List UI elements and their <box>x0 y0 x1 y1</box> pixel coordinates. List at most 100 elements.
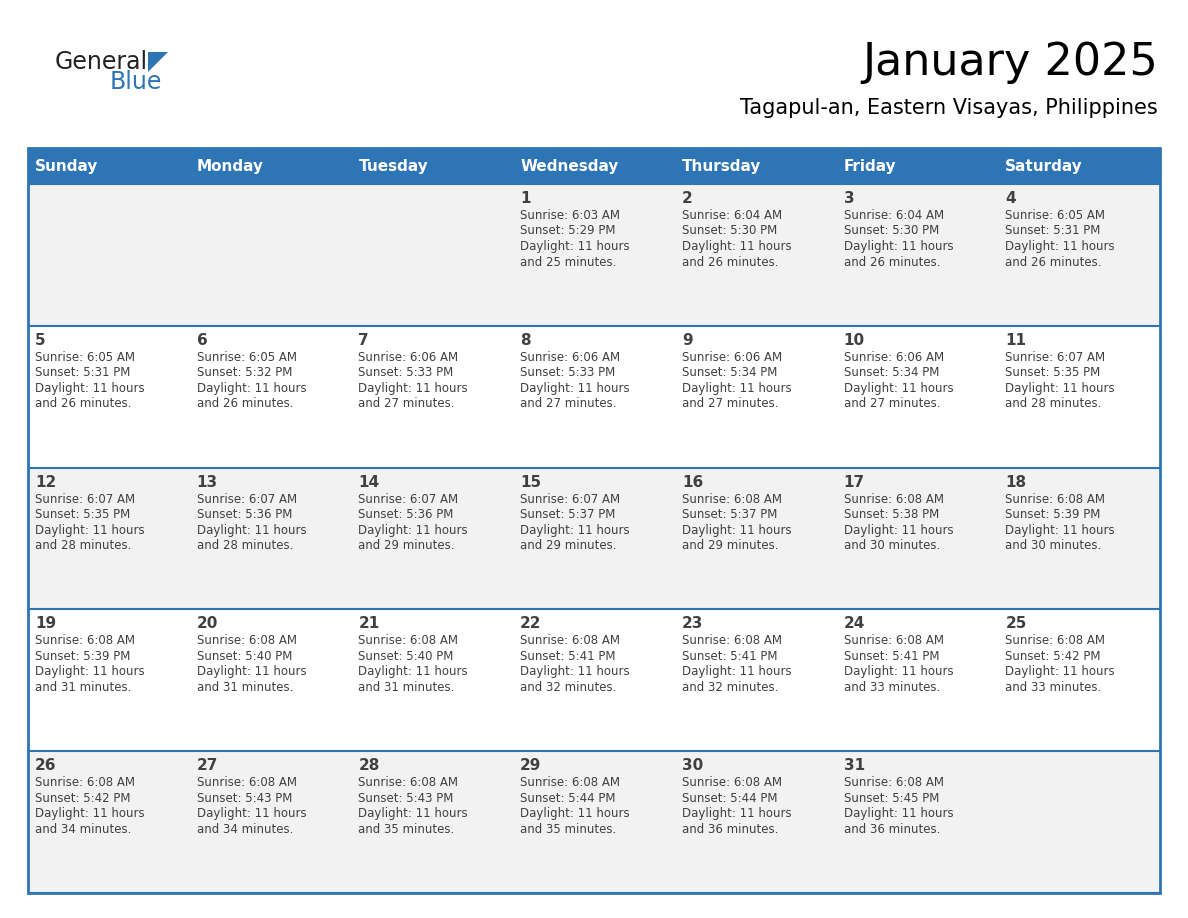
Text: and 28 minutes.: and 28 minutes. <box>197 539 293 552</box>
Text: 12: 12 <box>34 475 56 489</box>
Text: Daylight: 11 hours: Daylight: 11 hours <box>682 523 791 537</box>
Text: Sunrise: 6:08 AM: Sunrise: 6:08 AM <box>1005 493 1105 506</box>
Text: Sunrise: 6:08 AM: Sunrise: 6:08 AM <box>682 634 782 647</box>
Text: Daylight: 11 hours: Daylight: 11 hours <box>197 807 307 820</box>
Text: and 26 minutes.: and 26 minutes. <box>34 397 132 410</box>
Text: and 30 minutes.: and 30 minutes. <box>843 539 940 552</box>
Text: and 31 minutes.: and 31 minutes. <box>359 681 455 694</box>
Bar <box>29 148 1159 184</box>
Text: January 2025: January 2025 <box>862 40 1158 84</box>
Text: and 28 minutes.: and 28 minutes. <box>1005 397 1101 410</box>
Text: 2: 2 <box>682 191 693 206</box>
Text: 21: 21 <box>359 616 380 632</box>
Text: Daylight: 11 hours: Daylight: 11 hours <box>682 240 791 253</box>
Text: Daylight: 11 hours: Daylight: 11 hours <box>197 666 307 678</box>
Text: and 31 minutes.: and 31 minutes. <box>34 681 132 694</box>
Text: and 30 minutes.: and 30 minutes. <box>1005 539 1101 552</box>
Text: Daylight: 11 hours: Daylight: 11 hours <box>34 807 145 820</box>
Text: 30: 30 <box>682 758 703 773</box>
Text: and 32 minutes.: and 32 minutes. <box>682 681 778 694</box>
Bar <box>29 610 190 751</box>
Text: Sunset: 5:31 PM: Sunset: 5:31 PM <box>1005 225 1100 238</box>
Text: Daylight: 11 hours: Daylight: 11 hours <box>843 382 953 395</box>
Bar <box>675 751 836 893</box>
Bar <box>352 184 513 326</box>
Text: 9: 9 <box>682 333 693 348</box>
Text: Sunset: 5:30 PM: Sunset: 5:30 PM <box>682 225 777 238</box>
Text: Sunset: 5:35 PM: Sunset: 5:35 PM <box>34 508 131 521</box>
Text: 17: 17 <box>843 475 865 489</box>
Bar <box>190 184 352 326</box>
Text: Sunset: 5:40 PM: Sunset: 5:40 PM <box>359 650 454 663</box>
Bar <box>675 184 836 326</box>
Text: Sunset: 5:43 PM: Sunset: 5:43 PM <box>197 791 292 805</box>
Text: Daylight: 11 hours: Daylight: 11 hours <box>843 523 953 537</box>
Text: Sunrise: 6:07 AM: Sunrise: 6:07 AM <box>520 493 620 506</box>
Text: 15: 15 <box>520 475 542 489</box>
Text: Sunrise: 6:06 AM: Sunrise: 6:06 AM <box>843 351 943 364</box>
Text: Sunset: 5:42 PM: Sunset: 5:42 PM <box>1005 650 1101 663</box>
Bar <box>836 326 998 467</box>
Text: and 29 minutes.: and 29 minutes. <box>682 539 778 552</box>
Text: and 35 minutes.: and 35 minutes. <box>359 823 455 835</box>
Text: Daylight: 11 hours: Daylight: 11 hours <box>1005 666 1114 678</box>
Text: 24: 24 <box>843 616 865 632</box>
Bar <box>513 326 675 467</box>
Text: Sunset: 5:42 PM: Sunset: 5:42 PM <box>34 791 131 805</box>
Bar <box>29 148 1159 893</box>
Text: Blue: Blue <box>110 70 163 94</box>
Text: Sunrise: 6:08 AM: Sunrise: 6:08 AM <box>843 634 943 647</box>
Text: 5: 5 <box>34 333 45 348</box>
Text: Sunrise: 6:05 AM: Sunrise: 6:05 AM <box>1005 209 1105 222</box>
Text: Sunrise: 6:08 AM: Sunrise: 6:08 AM <box>843 493 943 506</box>
Bar <box>836 751 998 893</box>
Text: and 25 minutes.: and 25 minutes. <box>520 255 617 268</box>
Bar <box>190 326 352 467</box>
Text: 7: 7 <box>359 333 369 348</box>
Text: and 26 minutes.: and 26 minutes. <box>682 255 778 268</box>
Text: Sunrise: 6:06 AM: Sunrise: 6:06 AM <box>359 351 459 364</box>
Bar <box>29 184 190 326</box>
Text: Daylight: 11 hours: Daylight: 11 hours <box>34 523 145 537</box>
Text: 28: 28 <box>359 758 380 773</box>
Bar <box>998 751 1159 893</box>
Text: Thursday: Thursday <box>682 159 762 174</box>
Text: and 26 minutes.: and 26 minutes. <box>197 397 293 410</box>
Text: Daylight: 11 hours: Daylight: 11 hours <box>197 523 307 537</box>
Text: Daylight: 11 hours: Daylight: 11 hours <box>520 666 630 678</box>
Text: Sunrise: 6:08 AM: Sunrise: 6:08 AM <box>34 777 135 789</box>
Text: Sunset: 5:29 PM: Sunset: 5:29 PM <box>520 225 615 238</box>
Text: Daylight: 11 hours: Daylight: 11 hours <box>843 666 953 678</box>
Bar <box>352 326 513 467</box>
Text: 26: 26 <box>34 758 57 773</box>
Text: and 36 minutes.: and 36 minutes. <box>682 823 778 835</box>
Text: and 35 minutes.: and 35 minutes. <box>520 823 617 835</box>
Text: and 29 minutes.: and 29 minutes. <box>520 539 617 552</box>
Text: Daylight: 11 hours: Daylight: 11 hours <box>682 666 791 678</box>
Text: Sunset: 5:41 PM: Sunset: 5:41 PM <box>843 650 939 663</box>
Text: Sunrise: 6:06 AM: Sunrise: 6:06 AM <box>520 351 620 364</box>
Text: Sunset: 5:36 PM: Sunset: 5:36 PM <box>197 508 292 521</box>
Bar <box>675 467 836 610</box>
Bar <box>513 467 675 610</box>
Text: Sunset: 5:37 PM: Sunset: 5:37 PM <box>682 508 777 521</box>
Bar <box>513 610 675 751</box>
Text: 22: 22 <box>520 616 542 632</box>
Text: Sunrise: 6:08 AM: Sunrise: 6:08 AM <box>843 777 943 789</box>
Text: 31: 31 <box>843 758 865 773</box>
Bar <box>352 467 513 610</box>
Text: Sunset: 5:34 PM: Sunset: 5:34 PM <box>843 366 939 379</box>
Text: Monday: Monday <box>197 159 264 174</box>
Text: 19: 19 <box>34 616 56 632</box>
Text: Sunset: 5:33 PM: Sunset: 5:33 PM <box>359 366 454 379</box>
Text: Tagapul-an, Eastern Visayas, Philippines: Tagapul-an, Eastern Visayas, Philippines <box>740 98 1158 118</box>
Text: and 34 minutes.: and 34 minutes. <box>34 823 132 835</box>
Text: Sunrise: 6:08 AM: Sunrise: 6:08 AM <box>197 634 297 647</box>
Text: Friday: Friday <box>843 159 896 174</box>
Text: and 33 minutes.: and 33 minutes. <box>843 681 940 694</box>
Text: 10: 10 <box>843 333 865 348</box>
Text: 23: 23 <box>682 616 703 632</box>
Text: Daylight: 11 hours: Daylight: 11 hours <box>34 382 145 395</box>
Text: Daylight: 11 hours: Daylight: 11 hours <box>359 666 468 678</box>
Text: Daylight: 11 hours: Daylight: 11 hours <box>682 382 791 395</box>
